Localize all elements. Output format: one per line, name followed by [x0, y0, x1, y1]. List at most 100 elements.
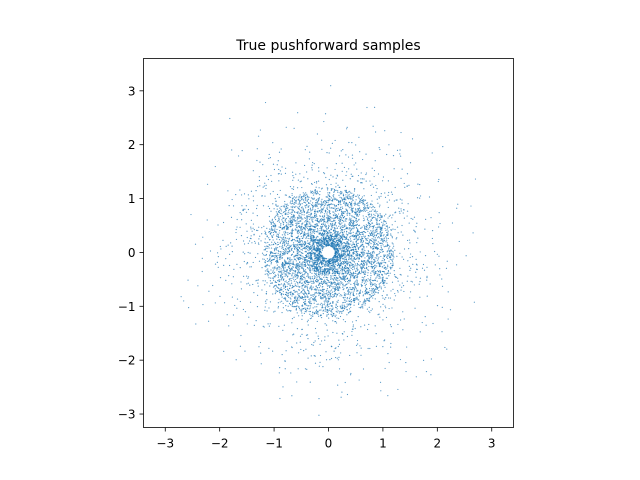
scatter-point — [341, 219, 343, 221]
scatter-point — [297, 212, 299, 214]
scatter-point — [323, 213, 326, 215]
scatter-point — [308, 298, 310, 300]
scatter-point — [349, 217, 351, 219]
scatter-point — [365, 207, 367, 209]
scatter-point — [315, 289, 317, 292]
scatter-point — [257, 282, 259, 284]
scatter-point — [382, 310, 384, 312]
scatter-point — [288, 237, 291, 239]
scatter-point — [346, 308, 348, 311]
scatter-point — [389, 297, 392, 299]
scatter-point — [296, 211, 298, 214]
scatter-point — [274, 197, 276, 200]
scatter-point — [371, 279, 374, 282]
scatter-point — [289, 223, 291, 225]
scatter-point — [284, 208, 286, 210]
scatter-point — [321, 283, 324, 286]
scatter-point — [243, 275, 245, 277]
scatter-point — [353, 288, 356, 291]
scatter-point — [400, 131, 402, 134]
scatter-point — [376, 230, 378, 233]
scatter-point — [313, 255, 315, 257]
scatter-point — [310, 355, 312, 357]
scatter-point — [377, 314, 379, 316]
scatter-point — [270, 260, 273, 262]
scatter-point — [318, 187, 320, 189]
scatter-point — [314, 247, 316, 249]
scatter-point — [373, 248, 375, 250]
scatter-point — [363, 282, 366, 284]
scatter-point — [347, 156, 350, 158]
scatter-point — [349, 294, 351, 296]
scatter-point — [332, 278, 334, 280]
scatter-point — [334, 286, 336, 288]
scatter-point — [329, 284, 331, 287]
scatter-point — [356, 268, 358, 270]
scatter-point — [332, 242, 335, 244]
scatter-point — [311, 228, 313, 230]
scatter-point — [261, 233, 263, 235]
scatter-point — [368, 244, 370, 246]
scatter-point — [392, 332, 394, 334]
scatter-point — [325, 290, 327, 292]
scatter-point — [257, 185, 259, 188]
scatter-point — [297, 206, 299, 208]
scatter-point — [286, 227, 288, 229]
scatter-point — [358, 295, 361, 297]
scatter-point — [261, 266, 263, 269]
scatter-point — [384, 282, 386, 284]
scatter-point — [352, 328, 354, 330]
scatter-point — [305, 280, 308, 283]
scatter-point — [364, 250, 366, 252]
scatter-point — [291, 258, 293, 261]
scatter-point — [474, 178, 477, 180]
scatter-point — [338, 256, 341, 258]
scatter-point — [363, 324, 366, 326]
scatter-point — [304, 256, 306, 259]
scatter-point — [371, 284, 374, 286]
scatter-point — [321, 278, 323, 280]
scatter-point — [353, 304, 355, 306]
scatter-point — [424, 255, 427, 257]
scatter-point — [368, 225, 371, 227]
scatter-point — [383, 238, 385, 240]
scatter-point — [280, 287, 282, 289]
scatter-point — [326, 214, 328, 216]
scatter-point — [301, 267, 303, 269]
scatter-point — [287, 211, 289, 214]
scatter-point — [348, 198, 350, 200]
scatter-point — [349, 192, 351, 194]
scatter-point — [328, 292, 331, 294]
scatter-point — [338, 233, 340, 236]
scatter-point — [321, 148, 323, 150]
scatter-point — [311, 247, 313, 249]
scatter-point — [342, 277, 344, 280]
scatter-point — [271, 228, 273, 230]
scatter-point — [305, 296, 307, 298]
scatter-point — [352, 275, 354, 277]
scatter-point — [390, 342, 392, 345]
scatter-point — [338, 222, 340, 224]
scatter-point — [343, 221, 345, 223]
scatter-point — [340, 190, 342, 193]
scatter-point — [284, 200, 286, 203]
scatter-point — [268, 247, 270, 249]
scatter-point — [272, 190, 274, 193]
scatter-point — [301, 223, 303, 226]
scatter-point — [387, 244, 390, 246]
scatter-point — [298, 209, 300, 211]
scatter-point — [343, 236, 345, 238]
scatter-point — [233, 268, 235, 271]
scatter-point — [353, 238, 355, 241]
scatter-point — [273, 266, 275, 268]
scatter-point — [277, 275, 280, 277]
scatter-point — [293, 333, 295, 335]
scatter-point — [379, 271, 382, 273]
scatter-point — [307, 274, 309, 276]
scatter-point — [330, 232, 332, 234]
scatter-point — [310, 213, 313, 215]
scatter-point — [282, 224, 285, 226]
scatter-point — [325, 201, 328, 204]
scatter-point — [370, 194, 372, 197]
scatter-point — [285, 224, 287, 227]
